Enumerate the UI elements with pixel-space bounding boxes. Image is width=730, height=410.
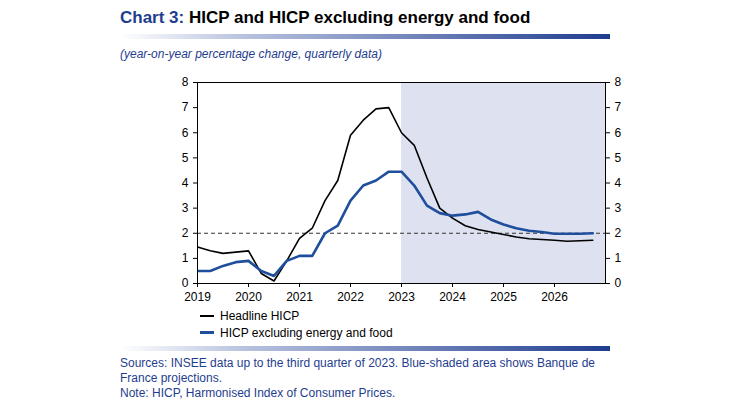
svg-text:3: 3 — [615, 201, 622, 215]
html-text:Sources: INSEE data up to the: Sources: INSEE data up to the third quar… — [120, 356, 595, 385]
svg-text:2024: 2024 — [439, 290, 466, 303]
svg-text:7: 7 — [615, 100, 622, 114]
svg-text:0: 0 — [615, 276, 622, 290]
svg-text:4: 4 — [182, 176, 189, 190]
svg-text:3: 3 — [182, 201, 189, 215]
svg-text:2020: 2020 — [235, 290, 262, 303]
svg-text:7: 7 — [182, 100, 189, 114]
svg-text:1: 1 — [182, 251, 189, 265]
svg-text:5: 5 — [182, 151, 189, 165]
svg-text:5: 5 — [615, 151, 622, 165]
html-text:HICP excluding energy and food: HICP excluding energy and food — [220, 325, 393, 340]
svg-text:0: 0 — [182, 276, 189, 290]
svg-text:6: 6 — [615, 126, 622, 140]
svg-text:2025: 2025 — [490, 290, 517, 303]
html-text:(year-on-year percentage chang: (year-on-year percentage change, quarter… — [120, 47, 382, 61]
svg-text:2: 2 — [182, 226, 189, 240]
svg-text:6: 6 — [182, 126, 189, 140]
svg-text:2022: 2022 — [337, 290, 364, 303]
svg-text:2023: 2023 — [388, 290, 415, 303]
html-text:Note: HICP, Harmonised Index o: Note: HICP, Harmonised Index of Consumer… — [120, 386, 396, 400]
svg-text:2026: 2026 — [541, 290, 568, 303]
svg-text:2: 2 — [615, 226, 622, 240]
svg-text:2019: 2019 — [184, 290, 211, 303]
html-text:Chart 3: HICP and HICP excludi: Chart 3: HICP and HICP excluding energy … — [120, 8, 531, 27]
svg-text:2021: 2021 — [286, 290, 313, 303]
svg-text:8: 8 — [182, 75, 189, 89]
html-text:Headline HICP: Headline HICP — [220, 308, 300, 323]
svg-text:1: 1 — [615, 251, 622, 265]
svg-text:8: 8 — [615, 75, 622, 89]
svg-text:4: 4 — [615, 176, 622, 190]
